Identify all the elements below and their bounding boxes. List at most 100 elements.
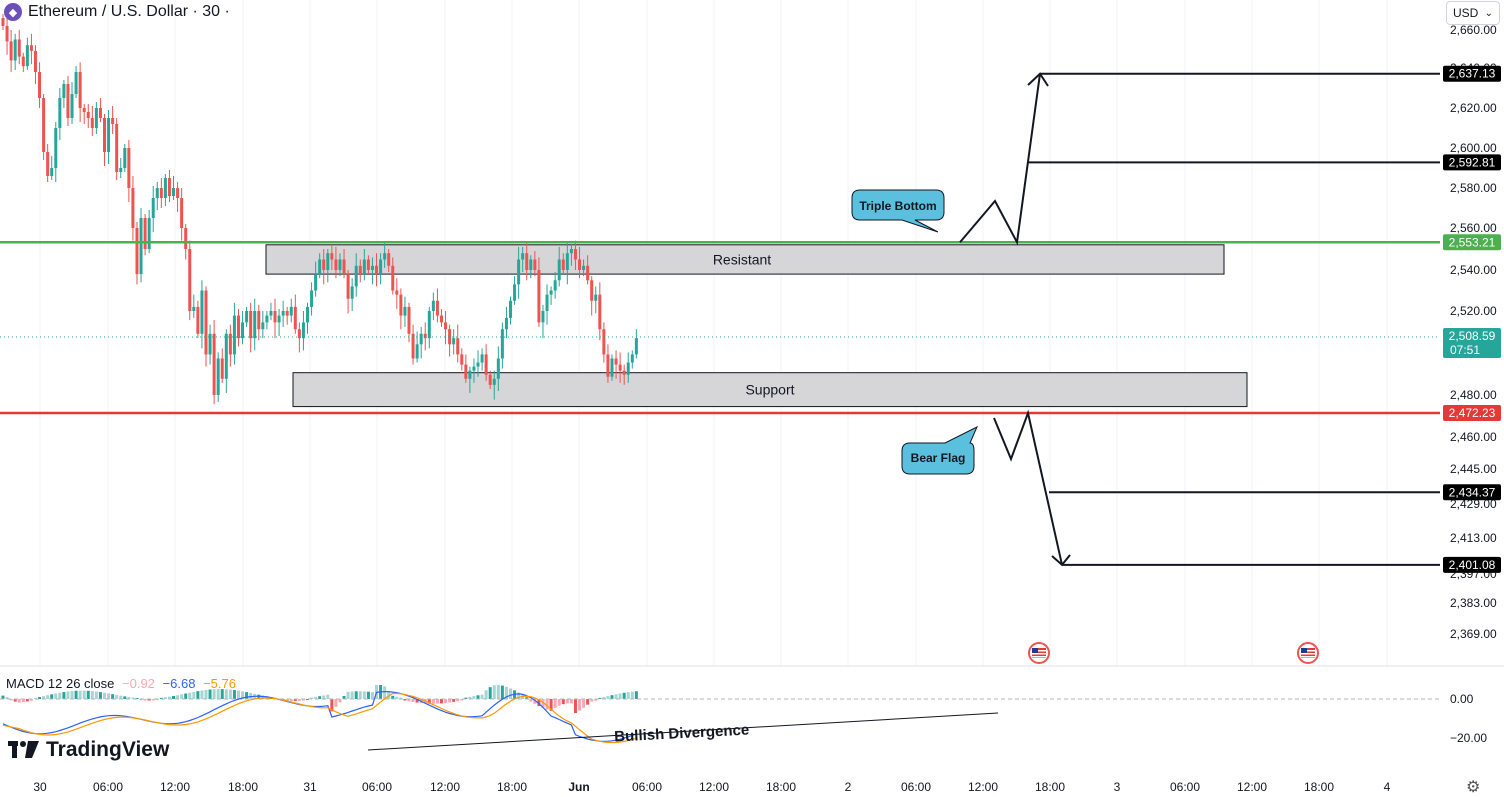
macd-hist-bar bbox=[488, 687, 492, 699]
candle bbox=[622, 364, 626, 385]
candle-body bbox=[139, 218, 143, 275]
macd-hist-bar bbox=[602, 696, 606, 699]
symbol-title[interactable]: ◆ Ethereum / U.S. Dollar · 30 · bbox=[4, 3, 230, 21]
macd-hist-bar bbox=[358, 691, 362, 699]
candle bbox=[395, 278, 399, 309]
macd-hist-bar bbox=[1, 695, 5, 699]
time-tick: 4 bbox=[1384, 780, 1391, 794]
candle-body bbox=[123, 148, 127, 168]
macd-hist-bar bbox=[525, 697, 529, 699]
macd-hist-bar bbox=[212, 689, 216, 699]
candle bbox=[322, 249, 326, 285]
candle bbox=[188, 240, 192, 321]
candle bbox=[314, 261, 318, 297]
price-label: 2,553.21 bbox=[1443, 234, 1501, 251]
candle bbox=[569, 244, 573, 266]
candle bbox=[346, 270, 350, 314]
candle bbox=[407, 302, 411, 343]
macd-label: MACD 12 26 close bbox=[6, 676, 115, 691]
time-tick: 3 bbox=[1114, 780, 1121, 794]
macd-hist-bar bbox=[484, 690, 488, 699]
candle bbox=[196, 300, 200, 339]
time-tick: 18:00 bbox=[1035, 780, 1065, 794]
candle-body bbox=[464, 364, 468, 379]
macd-hist-bar bbox=[427, 699, 431, 704]
price-label: 2,472.23 bbox=[1443, 405, 1501, 421]
price-label-bg bbox=[1443, 234, 1501, 251]
us-flag-event-2[interactable] bbox=[1297, 642, 1319, 664]
price-tick: 2,413.00 bbox=[1450, 531, 1497, 545]
candle bbox=[573, 240, 577, 270]
candle-body bbox=[545, 294, 549, 311]
macd-hist-bar bbox=[188, 692, 192, 699]
macd-hist-bar bbox=[391, 695, 395, 699]
candle-body bbox=[208, 333, 212, 355]
candle bbox=[598, 282, 602, 341]
signal-value: −5.76 bbox=[203, 676, 236, 691]
candle bbox=[456, 324, 460, 363]
price-tick: 2,560.00 bbox=[1450, 221, 1497, 235]
price-tick: 2,540.00 bbox=[1450, 263, 1497, 277]
candle-body bbox=[557, 259, 561, 281]
candle bbox=[204, 286, 208, 367]
candle bbox=[155, 182, 159, 210]
candle-body bbox=[553, 280, 557, 291]
candle bbox=[261, 311, 265, 339]
candle-body bbox=[411, 333, 415, 359]
candle bbox=[17, 30, 21, 65]
candle-body bbox=[62, 84, 66, 98]
candle-body bbox=[590, 280, 594, 301]
tradingview-logo[interactable]: TradingView bbox=[8, 738, 169, 762]
macd-hist-bar bbox=[172, 695, 176, 699]
macd-hist-bar bbox=[492, 685, 496, 699]
price-label-text: 2,434.37 bbox=[1449, 485, 1496, 499]
macd-hist-bar bbox=[94, 691, 98, 699]
macd-hist-bar bbox=[431, 699, 435, 704]
macd-hist-bar bbox=[228, 689, 232, 699]
candle bbox=[561, 253, 565, 275]
price-label: 2,401.08 bbox=[1443, 556, 1501, 573]
macd-hist-bar bbox=[573, 699, 577, 713]
macd-hist-bar bbox=[415, 699, 419, 703]
candle-body bbox=[334, 259, 338, 270]
macd-hist-bar bbox=[17, 699, 21, 703]
candle bbox=[318, 253, 322, 279]
signal-line bbox=[2, 692, 637, 744]
support-zone[interactable] bbox=[292, 372, 1248, 408]
macd-legend[interactable]: MACD 12 26 close −0.92 −6.68 −5.76 bbox=[6, 676, 236, 691]
us-flag-event-1[interactable] bbox=[1028, 642, 1050, 664]
candle-body bbox=[517, 259, 521, 285]
candle-body bbox=[375, 265, 379, 275]
candle bbox=[281, 300, 285, 327]
macd-hist-bar bbox=[582, 699, 586, 708]
candle-body bbox=[350, 286, 354, 299]
price-label-text: 2,508.59 bbox=[1449, 329, 1496, 343]
candle bbox=[29, 33, 33, 65]
candle bbox=[557, 246, 561, 287]
chevron-down-icon: ⌄ bbox=[1484, 7, 1493, 19]
candle-body bbox=[277, 315, 281, 323]
settings-gear-icon[interactable]: ⚙ bbox=[1466, 779, 1481, 796]
macd-hist-bar bbox=[107, 693, 111, 699]
candle-body bbox=[330, 253, 334, 260]
currency-select[interactable]: USD ⌄ bbox=[1446, 1, 1500, 25]
macd-hist-bar bbox=[78, 690, 82, 699]
candle bbox=[606, 344, 610, 383]
candle bbox=[476, 350, 480, 377]
macd-hist-bar bbox=[167, 696, 171, 699]
candle bbox=[135, 222, 139, 285]
candle bbox=[21, 52, 25, 72]
candle bbox=[119, 158, 123, 178]
price-axis: 2,660.002,640.002,620.002,600.002,580.00… bbox=[1443, 23, 1501, 641]
resistance-zone[interactable] bbox=[265, 244, 1225, 275]
candle-body bbox=[172, 188, 176, 196]
time-tick: 06:00 bbox=[362, 780, 392, 794]
candle-body bbox=[184, 228, 188, 249]
candle bbox=[297, 322, 301, 353]
candle bbox=[42, 94, 46, 160]
candle bbox=[70, 82, 74, 124]
candle bbox=[517, 246, 521, 299]
candle bbox=[358, 259, 362, 283]
